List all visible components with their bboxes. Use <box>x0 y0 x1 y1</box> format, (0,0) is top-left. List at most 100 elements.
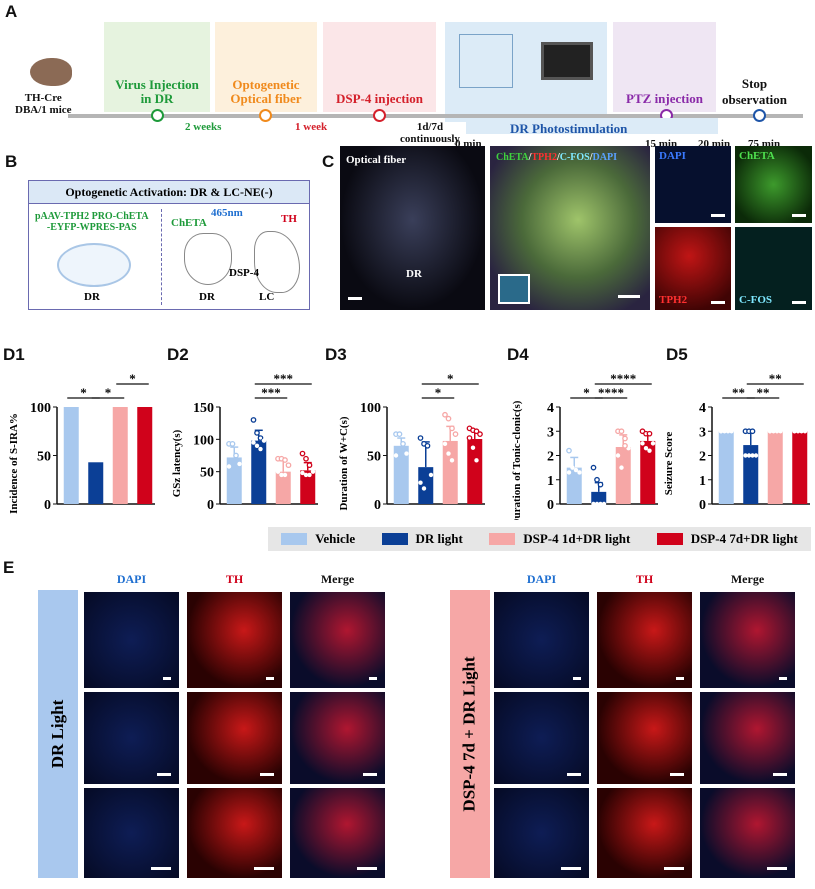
channel-label: TPH2 <box>659 294 688 306</box>
bar <box>615 447 631 504</box>
data-point <box>445 415 452 422</box>
bar <box>640 440 656 504</box>
data-point <box>449 458 455 463</box>
legend-swatch <box>281 533 308 545</box>
data-point <box>254 443 260 448</box>
virus-construct-label: pAAV-TPH2 PRO-ChETA -EYFP-WPRES-PAS <box>35 211 149 233</box>
chart-d1: Incidence of S-IRA% 0 50 100 * * * <box>8 371 155 514</box>
data-point <box>279 472 284 478</box>
channel-label: C-FOS <box>739 294 772 306</box>
scale-bar <box>567 773 581 776</box>
legend-label: DSP-4 7d+DR light <box>690 531 798 546</box>
lc-icon <box>254 231 300 293</box>
bar <box>88 462 104 504</box>
brain-section-icon <box>57 243 131 287</box>
scale-bar <box>792 214 806 217</box>
y-tick-label: 3 <box>547 425 554 440</box>
mouse-icon <box>30 58 72 86</box>
micrograph-merge <box>700 692 795 784</box>
dr-label: DR <box>199 291 215 303</box>
panel-label-d3: D3 <box>325 345 347 364</box>
timeline-node <box>753 109 766 122</box>
data-point <box>258 446 263 452</box>
y-tick-label: 1 <box>547 474 554 489</box>
column-header: TH <box>635 572 654 586</box>
bar <box>743 445 759 504</box>
bar <box>275 471 291 504</box>
brain-section-image: Optical fiber DR <box>340 146 485 310</box>
data-point <box>570 465 575 470</box>
cfos-image: C-FOS <box>735 227 812 310</box>
dr-label: DR <box>406 268 422 280</box>
scale-bar <box>618 295 640 298</box>
brainstem-icon <box>184 233 232 285</box>
data-point <box>282 472 288 478</box>
micrograph-th <box>187 788 282 878</box>
panel-b-box: Optogenetic Activation: DR & LC-NE(-) pA… <box>28 180 310 310</box>
lc-label: LC <box>259 291 275 303</box>
significance-label: ** <box>732 385 745 400</box>
micrograph-merge <box>290 692 385 784</box>
column-header: DAPI <box>526 572 557 586</box>
data-point <box>795 429 801 434</box>
scale-bar <box>163 677 171 680</box>
y-tick-label: 0 <box>547 498 554 513</box>
data-point <box>622 435 628 442</box>
data-point <box>767 429 773 434</box>
micrograph-th <box>187 692 282 784</box>
bar <box>591 491 607 504</box>
significance-label: * <box>583 385 590 400</box>
data-point <box>618 428 625 435</box>
data-point <box>250 417 257 423</box>
data-point <box>598 501 603 507</box>
dapi-image: DAPI <box>655 146 731 223</box>
data-point <box>650 441 656 446</box>
stage-virus-injection: Virus Injection in DR <box>104 22 210 112</box>
scale-bar <box>266 677 274 680</box>
chamber-icon <box>459 34 513 88</box>
micrograph-merge <box>700 592 795 688</box>
data-point <box>566 470 572 475</box>
data-point <box>303 455 309 462</box>
data-point <box>261 438 267 443</box>
scale-bar <box>254 867 274 870</box>
cheta-image: ChETA <box>735 146 812 223</box>
data-point <box>729 429 734 434</box>
data-point <box>421 486 427 491</box>
data-point <box>619 465 624 470</box>
scale-bar <box>670 773 684 776</box>
micrograph-th <box>187 592 282 688</box>
data-point <box>477 431 483 438</box>
data-point <box>299 450 306 457</box>
bar <box>251 440 267 504</box>
dsp4-label: DSP-4 <box>229 267 259 279</box>
micrograph-th <box>597 788 692 878</box>
group-label: DSP-4 7d + DR Light <box>460 656 479 812</box>
data-point <box>417 435 424 441</box>
channel-label: ChETA <box>739 150 775 162</box>
y-tick-label: 0 <box>44 498 51 513</box>
data-point <box>577 470 582 475</box>
bar <box>63 407 79 504</box>
data-point <box>722 429 727 434</box>
scale-bar <box>363 773 377 776</box>
data-point <box>473 428 480 435</box>
data-point <box>310 469 316 474</box>
scale-bar <box>260 773 274 776</box>
significance-label: * <box>129 371 136 386</box>
y-tick-label: 150 <box>193 401 214 416</box>
group-label-box: DR Light <box>38 590 78 878</box>
scale-bar <box>676 677 684 680</box>
data-point <box>646 430 653 437</box>
timeline-node <box>151 109 164 122</box>
data-point <box>802 429 808 434</box>
data-point <box>597 481 604 488</box>
y-axis-label: Duration of W+C(s) <box>338 416 350 510</box>
legend-label: Vehicle <box>315 531 356 546</box>
legend-item: Vehicle <box>281 531 355 547</box>
merge-label: ChETA/TPH2/C-FOS/DAPI <box>496 152 617 163</box>
scale-bar <box>151 867 171 870</box>
data-point <box>285 462 292 469</box>
bar <box>718 431 734 504</box>
